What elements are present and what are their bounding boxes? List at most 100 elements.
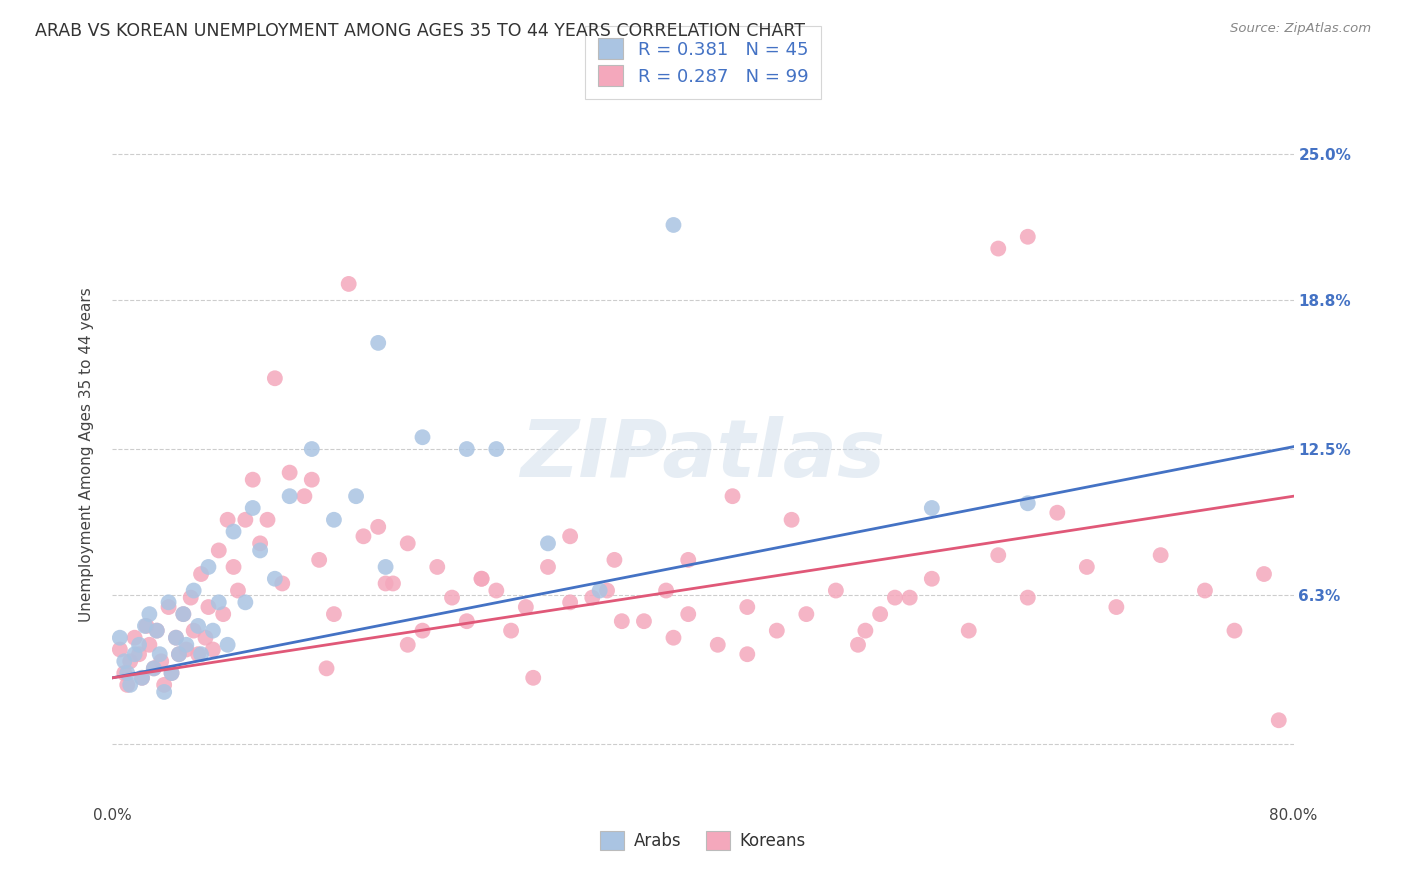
Point <box>197 560 219 574</box>
Point <box>396 638 419 652</box>
Point <box>678 607 700 621</box>
Point <box>396 536 419 550</box>
Point <box>485 583 508 598</box>
Point <box>172 607 194 621</box>
Point <box>522 671 544 685</box>
Point <box>501 624 523 638</box>
Point <box>194 631 217 645</box>
Point <box>441 591 464 605</box>
Point <box>374 560 396 574</box>
Point <box>1017 591 1039 605</box>
Point <box>780 513 803 527</box>
Point <box>108 631 131 645</box>
Point <box>124 647 146 661</box>
Point <box>190 647 212 661</box>
Point <box>180 591 202 605</box>
Point <box>411 624 433 638</box>
Point <box>662 218 685 232</box>
Point <box>135 619 157 633</box>
Text: Source: ZipAtlas.com: Source: ZipAtlas.com <box>1230 22 1371 36</box>
Point <box>485 442 508 456</box>
Point <box>157 595 180 609</box>
Point <box>153 678 176 692</box>
Point <box>197 600 219 615</box>
Point <box>1076 560 1098 574</box>
Point <box>183 624 205 638</box>
Point <box>987 242 1010 256</box>
Point <box>174 638 197 652</box>
Point <box>721 489 744 503</box>
Point <box>146 624 169 638</box>
Point <box>108 642 131 657</box>
Point <box>558 595 582 609</box>
Point <box>271 576 294 591</box>
Point <box>352 529 374 543</box>
Point <box>323 607 346 621</box>
Text: ZIPatlas: ZIPatlas <box>520 416 886 494</box>
Point <box>1253 567 1275 582</box>
Point <box>766 624 789 638</box>
Point <box>846 638 869 652</box>
Point <box>884 591 907 605</box>
Point <box>301 442 323 456</box>
Point <box>222 560 245 574</box>
Point <box>737 600 759 615</box>
Point <box>167 647 190 661</box>
Point <box>264 572 287 586</box>
Point <box>603 553 626 567</box>
Point <box>138 638 160 652</box>
Point <box>581 591 603 605</box>
Point <box>160 666 183 681</box>
Point <box>242 473 264 487</box>
Point <box>633 614 655 628</box>
Point <box>134 619 156 633</box>
Point <box>537 560 560 574</box>
Point <box>160 666 183 681</box>
Point <box>596 583 619 598</box>
Point <box>242 500 264 515</box>
Point <box>308 553 330 567</box>
Point <box>149 647 172 661</box>
Point <box>146 624 169 638</box>
Point <box>610 614 633 628</box>
Point <box>153 685 176 699</box>
Point <box>138 607 160 621</box>
Point <box>515 600 537 615</box>
Point <box>117 666 138 681</box>
Point <box>117 678 138 692</box>
Point <box>208 543 231 558</box>
Point <box>226 583 249 598</box>
Point <box>537 536 560 550</box>
Point <box>174 642 197 657</box>
Point <box>128 647 150 661</box>
Point <box>157 600 180 615</box>
Y-axis label: Unemployment Among Ages 35 to 44 years: Unemployment Among Ages 35 to 44 years <box>79 287 94 623</box>
Point <box>128 638 150 652</box>
Point <box>292 489 315 503</box>
Point <box>323 513 346 527</box>
Point <box>655 583 678 598</box>
Point <box>233 513 256 527</box>
Point <box>898 591 921 605</box>
Point <box>301 473 323 487</box>
Point <box>142 661 165 675</box>
Point <box>824 583 846 598</box>
Point <box>737 647 759 661</box>
Point <box>165 631 187 645</box>
Point <box>217 513 239 527</box>
Point <box>190 567 212 582</box>
Point <box>249 536 271 550</box>
Point <box>124 631 146 645</box>
Point <box>208 595 231 609</box>
Point <box>456 614 478 628</box>
Point <box>217 638 239 652</box>
Point <box>264 371 287 385</box>
Point <box>131 671 153 685</box>
Point <box>344 489 367 503</box>
Point <box>278 489 301 503</box>
Point <box>957 624 980 638</box>
Point <box>796 607 818 621</box>
Point <box>233 595 256 609</box>
Point <box>470 572 494 586</box>
Point <box>411 430 433 444</box>
